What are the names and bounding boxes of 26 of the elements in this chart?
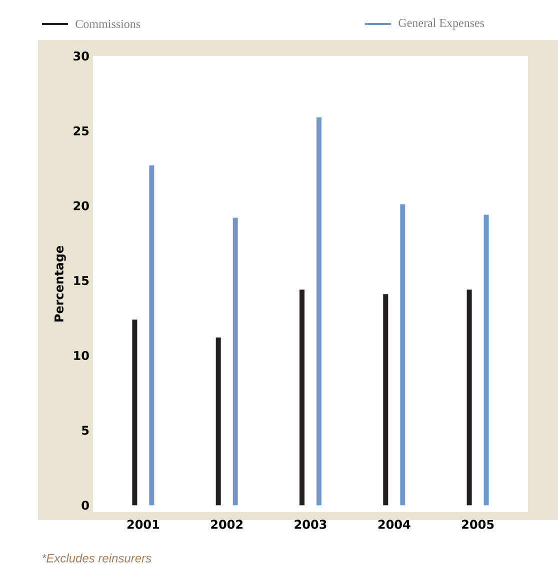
y-axis-title: Percentage	[54, 246, 66, 322]
x-tick-label: 2001	[127, 520, 160, 529]
bar	[232, 218, 238, 506]
x-tick-label: 2002	[211, 520, 243, 529]
x-tick-label: 2004	[378, 520, 410, 529]
y-tick-label: 15	[74, 276, 89, 286]
bar	[216, 338, 221, 506]
y-tick-label: 5	[82, 426, 89, 435]
x-tick-label: 2005	[462, 520, 494, 529]
y-tick-label: 25	[74, 126, 89, 136]
y-tick-label: 10	[74, 350, 89, 360]
bar	[316, 117, 322, 506]
bar	[466, 290, 472, 506]
y-tick-label: 0	[82, 500, 89, 510]
x-tick-label: 2003	[294, 520, 326, 529]
bar	[132, 320, 138, 506]
text: *Excludes reinsurers	[42, 554, 152, 562]
legend-label: Commissions	[76, 20, 140, 28]
bar	[149, 165, 154, 506]
y-tick-label: 30	[74, 51, 89, 61]
bar	[400, 204, 406, 506]
bar	[484, 214, 489, 506]
bar	[383, 294, 388, 506]
legend-label: General Expenses	[398, 18, 484, 30]
bar	[300, 290, 304, 506]
y-tick-label: 20	[74, 201, 89, 210]
